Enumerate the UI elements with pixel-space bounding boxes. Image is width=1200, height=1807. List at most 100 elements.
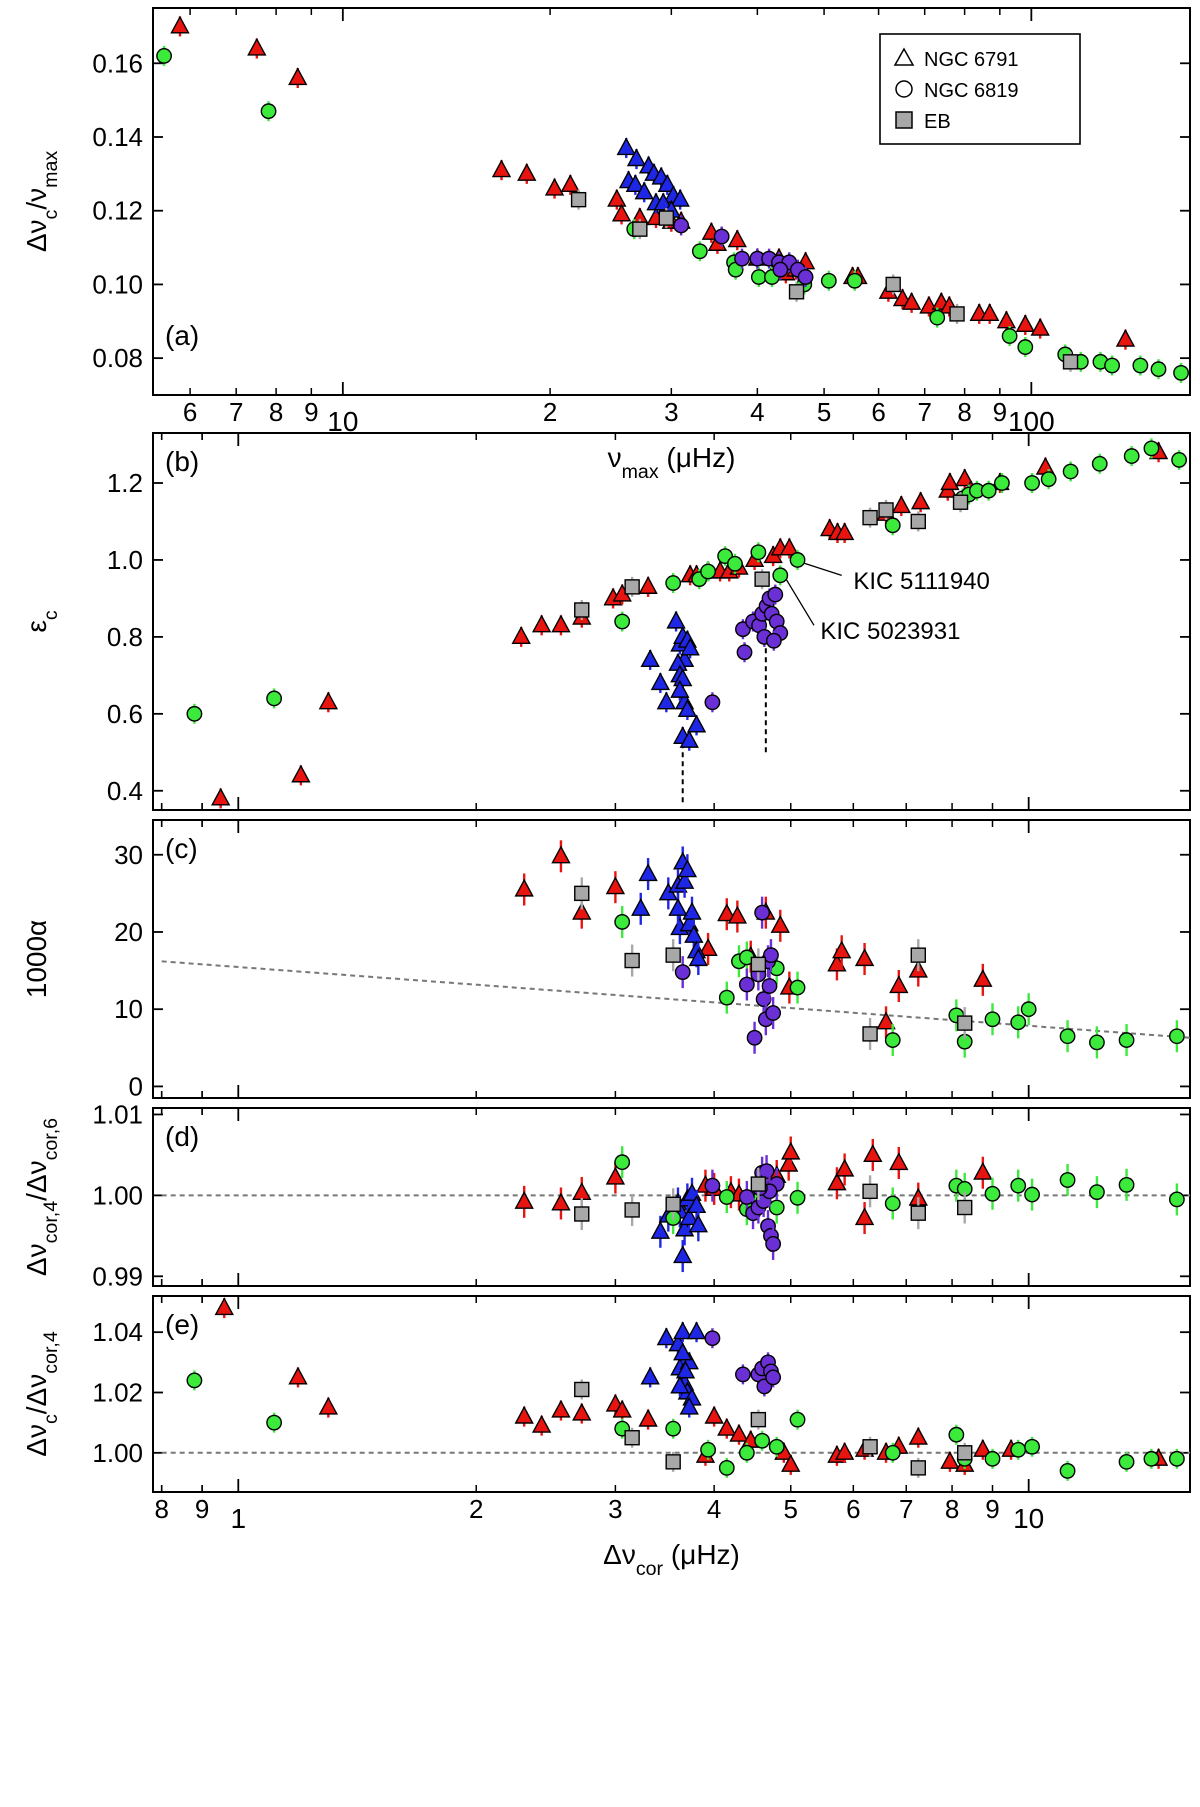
x-minor-tick-label: 3 — [608, 1494, 622, 1524]
data-point — [738, 1189, 755, 1205]
x-major-tick-label: 10 — [1013, 1503, 1044, 1534]
data-point — [1143, 440, 1160, 457]
y-tick-label: 10 — [114, 994, 143, 1024]
data-point — [574, 1381, 590, 1398]
data-point — [156, 48, 172, 64]
legend-label: NGC 6791 — [924, 49, 1019, 71]
data-point — [854, 1207, 875, 1226]
data-point — [889, 1152, 909, 1171]
annotation-leader — [783, 575, 815, 626]
data-point — [1123, 448, 1140, 464]
data-point — [1118, 1176, 1135, 1193]
data-point — [910, 513, 926, 530]
data-point — [1168, 1028, 1185, 1045]
data-point — [1062, 354, 1079, 370]
data-point — [1010, 1441, 1027, 1458]
data-point — [878, 502, 894, 518]
data-point — [957, 1445, 973, 1461]
data-point — [910, 1205, 926, 1221]
data-point — [698, 938, 718, 957]
data-point — [544, 177, 565, 196]
data-point — [670, 188, 690, 207]
data-point — [551, 1192, 571, 1211]
panel-d: 0.99 1.00 1.01 Δνcor,4/Δνcor,6 (d) — [21, 1099, 1191, 1291]
data-point — [691, 243, 708, 260]
data-point — [984, 1011, 1001, 1028]
data-point — [260, 103, 277, 120]
data-point — [673, 1321, 693, 1340]
x-minor-tick-label: 9 — [985, 1494, 999, 1524]
y-axis-title-part: /Δν — [21, 1374, 52, 1414]
y-axis-title-part: 1000α — [21, 920, 52, 998]
data-point — [929, 309, 946, 326]
data-point — [910, 947, 926, 963]
legend: NGC 6791 NGC 6819 EB — [879, 33, 1081, 145]
x-axis-title-part: (μHz) — [659, 442, 736, 473]
data-point — [727, 905, 748, 924]
data-point — [631, 897, 651, 916]
data-point — [186, 1372, 203, 1389]
x-axis-title-part: (μHz) — [663, 1539, 740, 1570]
data-point — [680, 637, 700, 656]
data-point — [789, 979, 806, 996]
data-point — [765, 1005, 782, 1021]
x-minor-tick-label: 8 — [269, 397, 283, 427]
data-point — [765, 1236, 782, 1252]
data-point — [666, 610, 686, 629]
data-point — [1020, 1001, 1037, 1018]
data-point — [1168, 1450, 1185, 1467]
series-ngc-6791 — [211, 441, 1169, 809]
series-eb — [574, 492, 969, 620]
data-point — [1010, 1177, 1027, 1194]
data-point — [1091, 455, 1108, 472]
data-point — [713, 228, 730, 245]
x-minor-tick-label: 6 — [846, 1494, 860, 1524]
data-point — [750, 1176, 767, 1192]
data-point — [885, 276, 901, 293]
series-ngc-6819-special- — [704, 584, 789, 713]
data-point — [750, 269, 767, 285]
y-axis-title-part: Δν — [21, 1424, 52, 1457]
y-tick-label: 0.16 — [92, 48, 143, 78]
data-point — [718, 1459, 735, 1476]
data-point — [957, 1199, 973, 1216]
data-point — [670, 1375, 690, 1394]
data-point — [789, 552, 806, 568]
x-axis-title-part: Δν — [603, 1539, 636, 1570]
data-point — [768, 1199, 785, 1216]
y-tick-label: 20 — [114, 917, 143, 947]
series-eb — [574, 1168, 973, 1230]
data-point — [673, 1245, 693, 1264]
y-tick-label: 30 — [114, 840, 143, 870]
data-point — [910, 491, 931, 510]
data-point — [940, 472, 960, 491]
plot-frame — [152, 432, 1191, 811]
data-point — [1015, 314, 1035, 333]
legend-marker — [893, 47, 915, 66]
data-point — [607, 188, 627, 207]
data-point — [665, 1420, 682, 1437]
data-point — [908, 1426, 928, 1445]
data-point — [570, 191, 587, 208]
data-point — [634, 181, 654, 200]
data-point — [834, 1441, 855, 1460]
data-point — [834, 1158, 855, 1177]
x-minor-tick-label: 5 — [817, 397, 831, 427]
data-point — [996, 310, 1017, 329]
x-minor-tick-label: 5 — [784, 1494, 798, 1524]
data-point — [665, 1454, 681, 1470]
x-minor-tick-label: 8 — [154, 1494, 168, 1524]
data-point — [186, 705, 203, 722]
data-point — [884, 1444, 901, 1461]
x-axis-title: Δνcor (μHz) — [603, 1539, 740, 1580]
x-axis-title-part: ν — [608, 442, 622, 473]
data-point — [626, 148, 647, 167]
data-point — [884, 1032, 901, 1048]
x-minor-tick-label: 7 — [229, 397, 243, 427]
data-point — [614, 1154, 631, 1171]
data-point — [1104, 357, 1120, 374]
data-point — [624, 579, 640, 595]
y-axis-title: 1000α — [21, 920, 52, 998]
y-axis-title-part: max — [40, 151, 62, 188]
data-point — [736, 644, 753, 661]
